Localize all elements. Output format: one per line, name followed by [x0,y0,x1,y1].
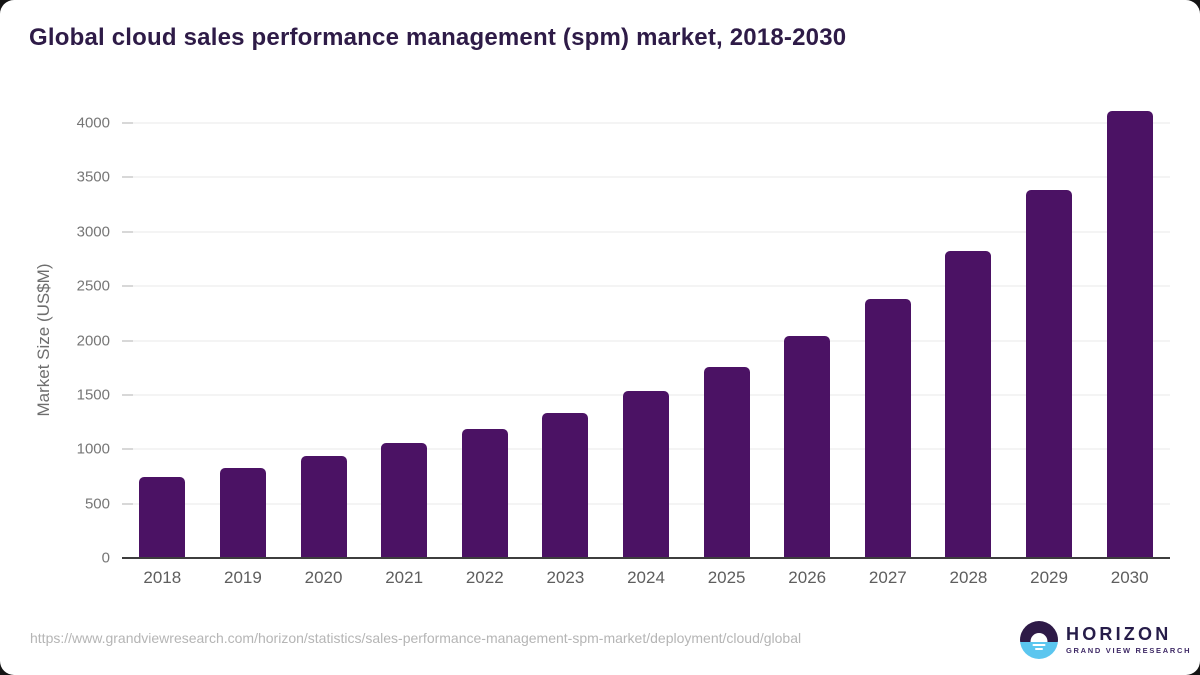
gridline [122,122,1170,124]
gridline [122,285,1170,287]
bar-2022 [461,429,508,558]
x-axis-line [122,557,1170,559]
horizon-logo: HORIZON GRAND VIEW RESEARCH [1020,621,1191,659]
x-tick-label: 2027 [868,568,907,587]
gridline [122,340,1170,341]
x-tick-label: 2029 [1030,568,1068,587]
bar-2025 [703,367,750,558]
y-tick-mark [122,122,133,124]
bar-2027 [864,298,911,558]
x-axis-tick-labels: 2018 2019 2020 2021 2022 2023 2024 2025 2026 2027… [122,568,1170,592]
logo-brand-name: HORIZON [1066,624,1172,645]
bar-2024 [623,390,669,558]
x-tick-label: 2026 [788,568,827,587]
y-tick-label: 2000 [76,332,110,349]
plot-area [122,111,1170,559]
y-tick-label: 3500 [76,168,110,186]
x-tick-label: 2024 [627,568,665,587]
bar-2028 [945,250,992,558]
y-tick-label: 1000 [76,440,110,458]
y-tick-mark [122,503,133,505]
logo-subtitle: GRAND VIEW RESEARCH [1066,646,1192,656]
x-tick-label: 2028 [949,568,988,587]
y-tick-mark [122,285,133,287]
y-tick-label: 500 [84,495,110,513]
bar-2030 [1106,111,1153,558]
horizon-reflection-line [1035,648,1043,650]
bar-2026 [784,336,831,558]
y-tick-mark [122,176,133,178]
x-tick-label: 2019 [224,568,262,587]
gridline [122,231,1170,233]
x-tick-label: 2020 [304,568,343,587]
bar-2029 [1026,189,1073,558]
x-tick-label: 2022 [465,568,504,587]
y-axis-tick-labels: 0 500 1000 1500 2000 2500 3000 3500 4000 [0,116,110,566]
y-tick-label: 3000 [76,223,110,241]
y-tick-mark [122,448,133,450]
gridline [122,176,1170,178]
x-tick-label: 2023 [546,568,585,587]
y-tick-mark [122,394,133,396]
bar-2023 [542,412,589,558]
y-tick-label: 2500 [76,277,110,295]
bar-2019 [219,467,266,558]
y-tick-mark [122,340,133,341]
sun-icon [1030,632,1048,642]
bar-2021 [381,443,428,558]
x-tick-label: 2018 [143,568,182,587]
y-tick-label: 0 [101,549,110,567]
bar-2018 [139,477,186,558]
horizon-reflection-line [1032,643,1046,646]
source-url: https://www.grandviewresearch.com/horizo… [30,630,802,646]
bar-2020 [300,456,347,558]
logo-text: HORIZON GRAND VIEW RESEARCH [1066,625,1191,655]
x-tick-label: 2021 [385,568,424,587]
y-tick-mark [122,231,133,233]
y-tick-label: 1500 [76,386,110,404]
horizon-logo-icon [1020,621,1058,659]
chart-title: Global cloud sales performance managemen… [29,24,847,51]
x-tick-label: 2025 [707,568,746,587]
y-tick-label: 4000 [76,114,110,132]
x-tick-label: 2030 [1110,568,1149,587]
